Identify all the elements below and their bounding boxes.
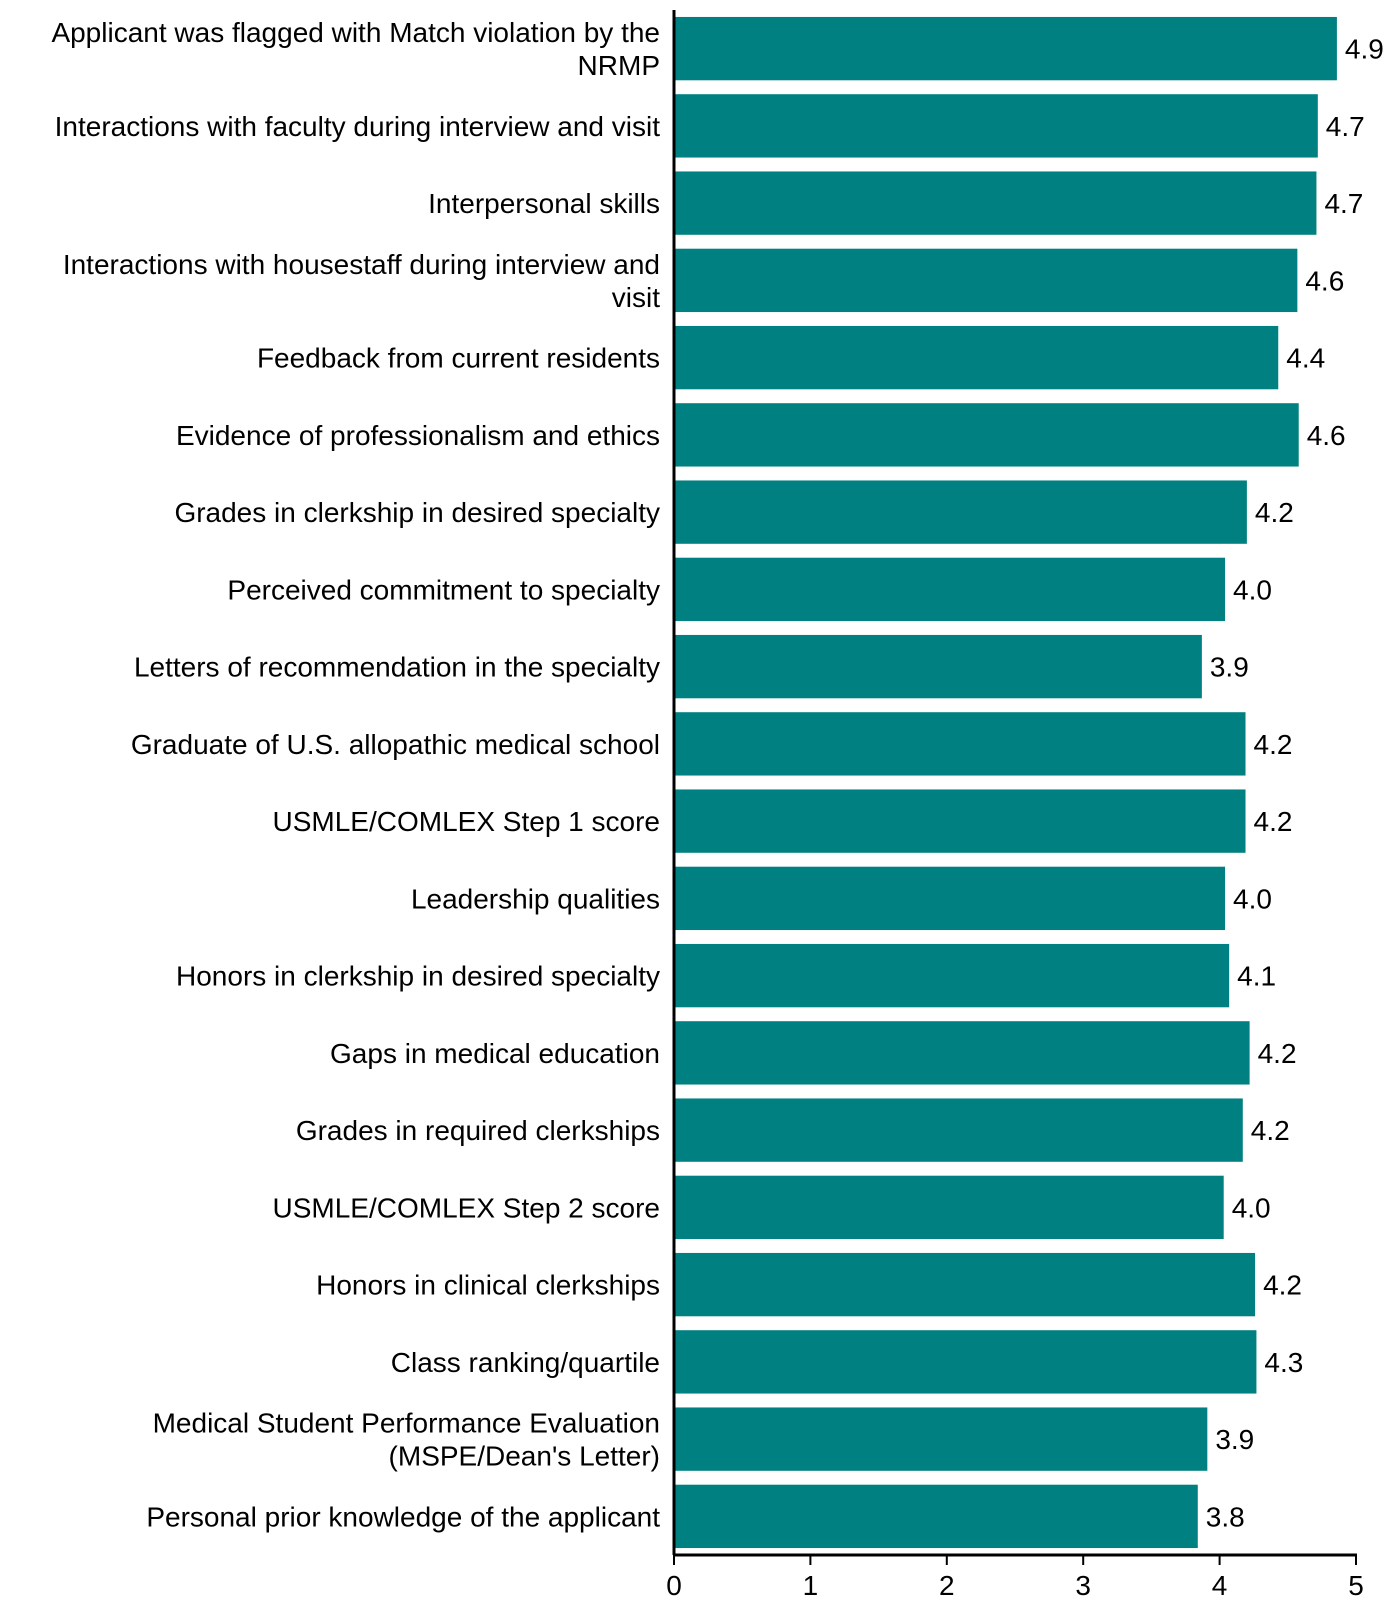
bar: [674, 1484, 1198, 1549]
bar: [674, 248, 1298, 313]
x-tick-label: 4: [1212, 1570, 1228, 1600]
bar: [674, 171, 1317, 235]
bar: [674, 1330, 1257, 1394]
value-label: 3.8: [1206, 1501, 1245, 1532]
category-label: USMLE/COMLEX Step 2 score: [273, 1192, 660, 1223]
value-labels-group: 4.9 4.7 4.7 4.6 4.4 4.6 4.2 4.0 3.9 4.2 4.2 4.0 4.1 4…: [1206, 34, 1384, 1533]
category-label: Medical Student Performance Evaluation (M…: [153, 1408, 660, 1472]
bar: [674, 480, 1247, 544]
bar: [674, 94, 1318, 158]
value-label: 4.0: [1232, 1192, 1271, 1223]
category-label: Personal prior knowledge of the applican…: [146, 1501, 660, 1532]
bar: [674, 1407, 1208, 1471]
category-label: Interactions with faculty during intervi…: [55, 111, 661, 142]
category-label: Leadership qualities: [411, 883, 660, 914]
x-tick-label: 5: [1348, 1570, 1364, 1600]
category-labels-group: Applicant was flagged with Match violati…: [51, 17, 660, 1532]
x-tick-label: 0: [666, 1570, 682, 1600]
category-label: Grades in required clerkships: [296, 1115, 660, 1146]
value-label: 4.6: [1307, 420, 1346, 451]
value-label: 4.3: [1264, 1347, 1303, 1378]
bar: [674, 712, 1246, 776]
bar: [674, 1021, 1250, 1085]
value-label: 4.2: [1263, 1270, 1302, 1301]
bar: [674, 325, 1279, 390]
category-label: Feedback from current residents: [257, 343, 660, 374]
value-label: 4.2: [1254, 729, 1293, 760]
category-label: Class ranking/quartile: [391, 1347, 660, 1378]
category-label: Letters of recommendation in the special…: [134, 652, 660, 683]
bars-group: [674, 16, 1337, 1549]
bar: [674, 943, 1230, 1008]
bar: [674, 789, 1246, 853]
category-label: Applicant was flagged with Match violati…: [51, 17, 660, 81]
category-label: Graduate of U.S. allopathic medical scho…: [131, 729, 660, 760]
value-label: 4.2: [1254, 806, 1293, 837]
value-label: 4.6: [1305, 265, 1344, 296]
bar: [674, 1175, 1224, 1240]
category-label: Honors in clinical clerkships: [316, 1270, 660, 1301]
value-label: 4.2: [1255, 497, 1294, 528]
x-tick-label: 3: [1075, 1570, 1091, 1600]
value-label: 4.7: [1326, 111, 1365, 142]
x-tick-label: 1: [803, 1570, 819, 1600]
value-label: 4.0: [1233, 883, 1272, 914]
category-label: Interpersonal skills: [428, 188, 660, 219]
x-tick-label: 2: [939, 1570, 955, 1600]
category-label: Perceived commitment to specialty: [227, 574, 660, 605]
bar: [674, 1098, 1243, 1162]
category-label: Interactions with housestaff during inte…: [63, 249, 660, 313]
bar: [674, 866, 1226, 931]
value-label: 4.2: [1258, 1038, 1297, 1069]
value-label: 4.7: [1324, 188, 1363, 219]
bar: [674, 634, 1202, 699]
value-label: 4.9: [1345, 34, 1384, 65]
value-label: 4.1: [1237, 961, 1276, 992]
category-label: Honors in clerkship in desired specialty: [176, 961, 660, 992]
category-label: Evidence of professionalism and ethics: [176, 420, 660, 451]
category-label: USMLE/COMLEX Step 1 score: [273, 806, 660, 837]
bar: [674, 557, 1226, 622]
category-label: Gaps in medical education: [330, 1038, 660, 1069]
axes-group: 0 1 2 3 4 5: [666, 10, 1364, 1600]
value-label: 4.0: [1233, 574, 1272, 605]
category-label: Grades in clerkship in desired specialty: [174, 497, 660, 528]
value-label: 4.2: [1251, 1115, 1290, 1146]
value-label: 4.4: [1286, 343, 1325, 374]
bar: [674, 403, 1299, 467]
bar: [674, 1252, 1256, 1317]
bar: [674, 16, 1337, 81]
value-label: 3.9: [1215, 1424, 1254, 1455]
value-label: 3.9: [1210, 652, 1249, 683]
